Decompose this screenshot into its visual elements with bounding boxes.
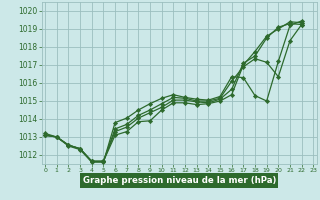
X-axis label: Graphe pression niveau de la mer (hPa): Graphe pression niveau de la mer (hPa) xyxy=(83,176,276,185)
